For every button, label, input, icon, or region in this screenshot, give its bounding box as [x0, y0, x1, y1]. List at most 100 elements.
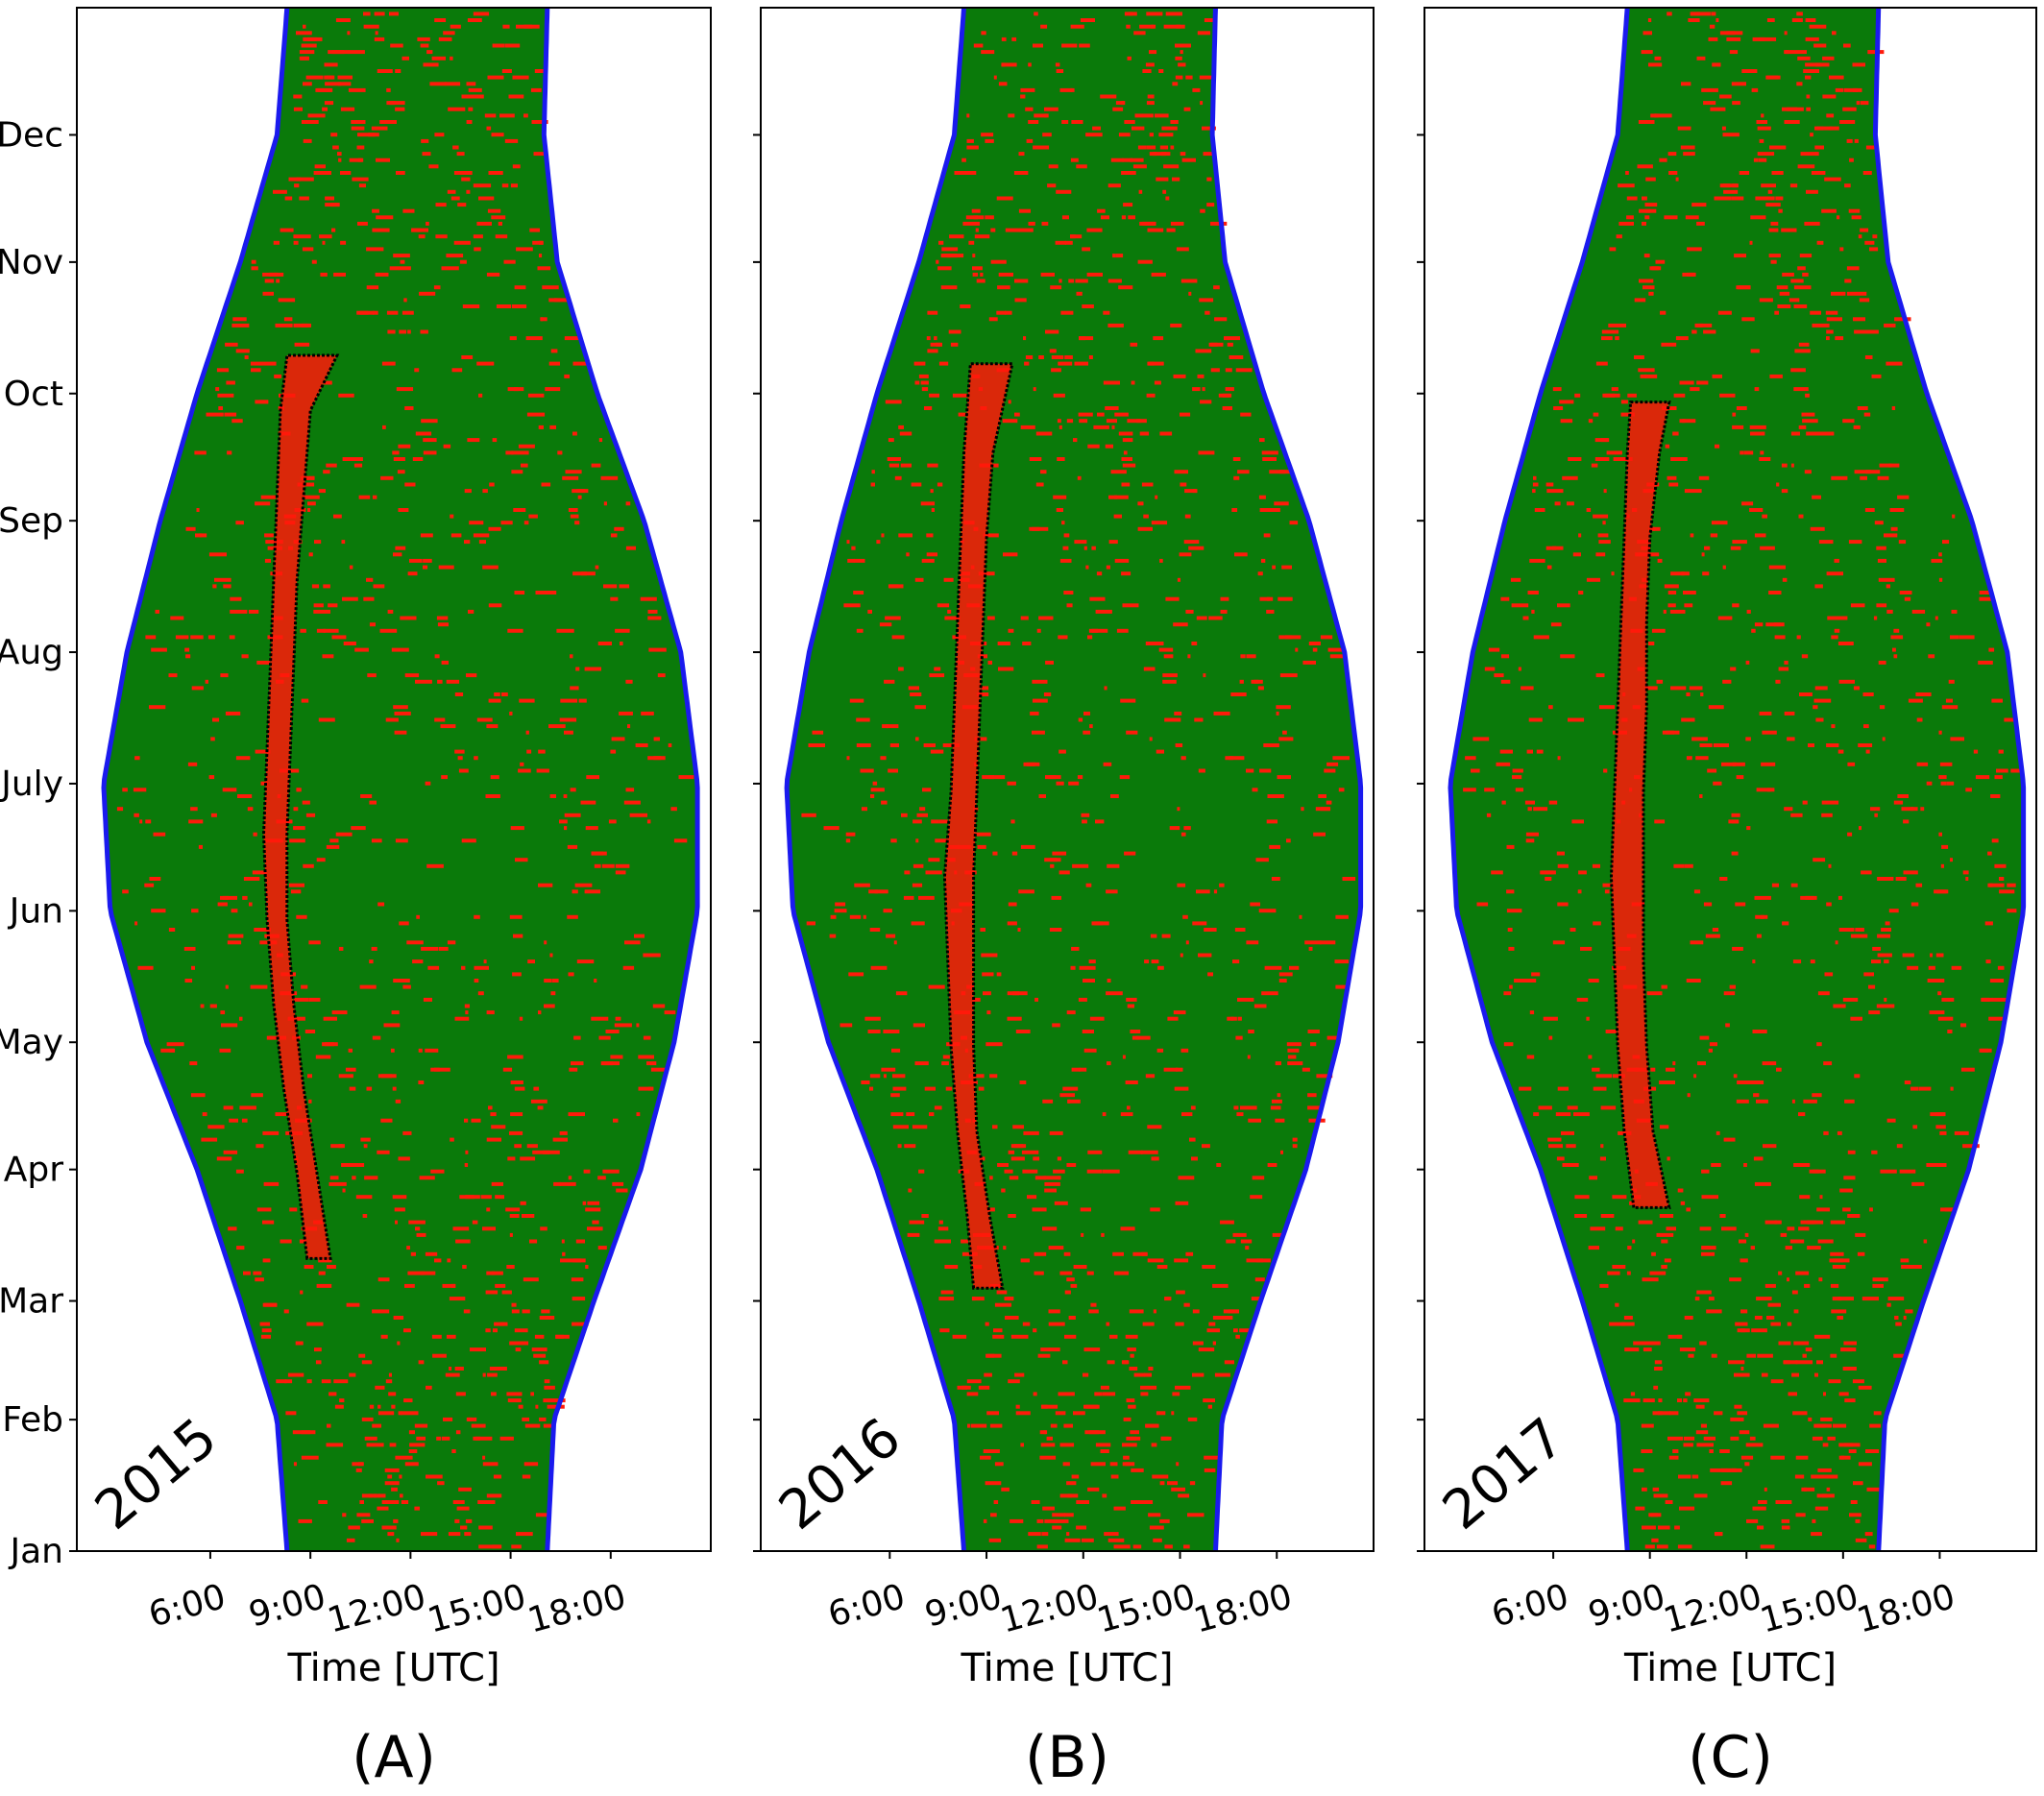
event-segment — [1476, 902, 1489, 907]
event-segment — [1548, 1035, 1553, 1040]
event-segment — [518, 444, 535, 449]
event-segment — [1067, 1099, 1071, 1104]
event-segment — [972, 254, 976, 258]
event-segment — [384, 1468, 400, 1472]
event-segment — [885, 616, 901, 620]
event-segment — [318, 489, 326, 494]
event-segment — [509, 336, 517, 341]
event-segment — [1593, 1086, 1607, 1091]
event-segment — [1087, 635, 1093, 640]
event-segment — [1055, 62, 1060, 67]
event-segment — [1316, 1074, 1333, 1079]
event-segment — [1237, 470, 1250, 474]
event-segment — [1134, 113, 1143, 118]
event-segment — [1899, 1169, 1916, 1174]
event-segment — [1039, 1430, 1046, 1435]
event-segment — [1880, 1169, 1897, 1174]
event-segment — [1038, 616, 1054, 620]
event-segment — [1058, 635, 1068, 640]
event-segment — [1023, 336, 1027, 341]
event-segment — [668, 743, 672, 747]
event-segment — [412, 959, 424, 964]
event-segment — [1008, 1150, 1015, 1154]
event-segment — [314, 540, 322, 545]
event-segment — [1048, 164, 1058, 169]
event-segment — [1824, 177, 1841, 182]
event-segment — [455, 1430, 461, 1435]
event-segment — [1017, 928, 1021, 932]
event-segment — [1527, 807, 1532, 812]
event-segment — [1125, 1080, 1138, 1084]
event-segment — [1334, 959, 1350, 964]
event-segment — [1732, 762, 1745, 766]
event-segment — [1220, 1220, 1234, 1225]
event-segment — [1158, 647, 1174, 652]
event-segment — [1118, 285, 1133, 290]
event-segment — [986, 1042, 1003, 1047]
event-segment — [1800, 1220, 1815, 1225]
event-segment — [506, 1392, 523, 1396]
event-segment — [1638, 368, 1655, 373]
event-segment — [1767, 189, 1773, 194]
event-segment — [912, 819, 922, 824]
event-segment — [1259, 768, 1272, 773]
event-segment — [1859, 743, 1864, 747]
plot-frame — [760, 7, 1375, 1552]
event-segment — [1830, 1353, 1837, 1358]
event-segment — [1196, 616, 1207, 620]
event-segment — [1203, 1398, 1208, 1403]
event-segment — [426, 221, 429, 226]
event-segment — [1821, 431, 1835, 436]
event-segment — [400, 616, 417, 620]
event-segment — [1025, 107, 1034, 111]
event-segment — [1710, 1468, 1727, 1472]
event-segment — [1082, 304, 1094, 308]
event-segment — [972, 997, 981, 1002]
event-segment — [416, 914, 420, 919]
event-segment — [400, 1493, 403, 1498]
event-segment — [1730, 546, 1741, 550]
event-segment — [1566, 1144, 1576, 1149]
event-segment — [1713, 781, 1722, 786]
event-segment — [1634, 298, 1646, 303]
event-segment — [1058, 1392, 1075, 1396]
event-segment — [403, 1398, 413, 1403]
event-segment — [1705, 934, 1720, 938]
event-segment — [1115, 254, 1124, 258]
event-segment — [1184, 514, 1191, 519]
event-segment — [340, 171, 352, 175]
event-segment — [1122, 1443, 1137, 1447]
event-segment — [942, 743, 960, 747]
event-segment — [927, 349, 938, 353]
event-segment — [1941, 997, 1955, 1002]
event-segment — [454, 749, 465, 754]
panel-label: (C) — [1688, 1724, 1773, 1791]
event-segment — [375, 31, 378, 36]
event-segment — [1854, 1074, 1861, 1079]
event-segment — [1874, 521, 1884, 525]
event-segment — [1620, 412, 1635, 417]
event-segment — [928, 858, 940, 862]
event-segment — [1104, 1532, 1119, 1537]
event-segment — [1799, 692, 1813, 696]
event-segment — [1679, 1506, 1695, 1511]
event-segment — [351, 826, 366, 831]
event-segment — [1310, 1042, 1317, 1047]
event-segment — [1769, 145, 1777, 150]
event-segment — [1802, 272, 1809, 277]
event-segment — [1842, 1207, 1851, 1212]
event-segment — [1124, 851, 1136, 856]
event-segment — [1984, 921, 1993, 926]
event-segment — [1076, 291, 1083, 296]
event-segment — [1877, 953, 1892, 958]
event-segment — [1798, 1226, 1810, 1231]
event-segment — [646, 1061, 657, 1066]
event-segment — [1147, 1258, 1164, 1263]
event-segment — [1139, 431, 1150, 436]
event-segment — [1173, 374, 1186, 378]
event-segment — [1212, 1283, 1229, 1288]
event-segment — [994, 1302, 1011, 1307]
event-segment — [1087, 444, 1100, 449]
event-segment — [1704, 546, 1711, 550]
event-segment — [1855, 928, 1864, 932]
